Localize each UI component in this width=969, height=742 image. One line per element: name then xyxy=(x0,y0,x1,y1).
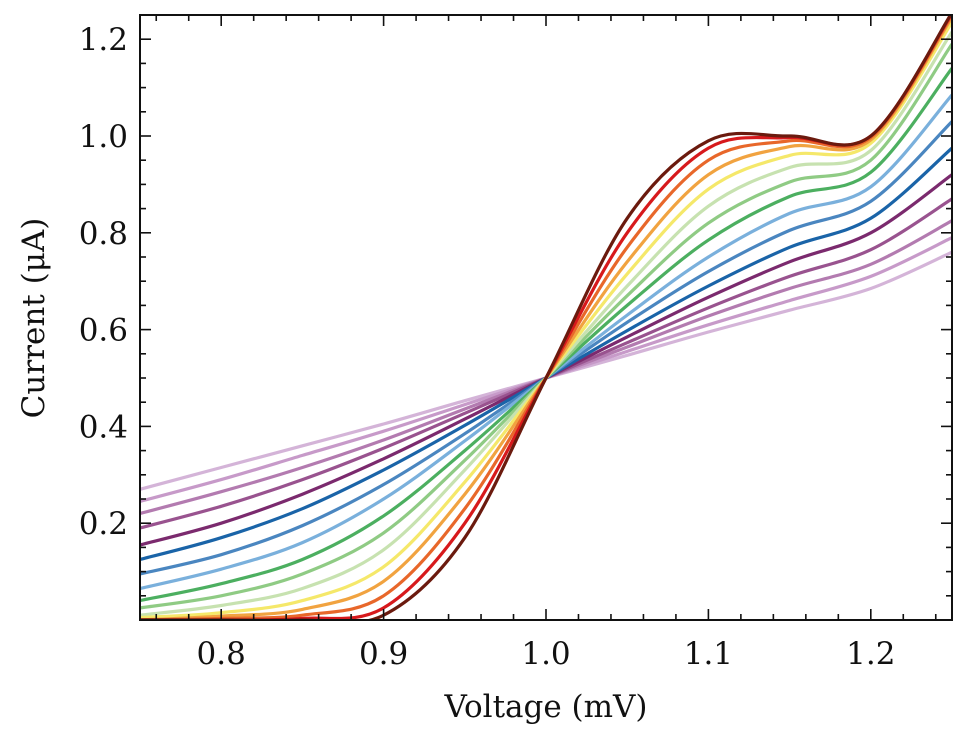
series-line-15 xyxy=(140,15,952,620)
x-tick-label: 1.0 xyxy=(521,636,570,672)
y-tick-label: 1.2 xyxy=(79,22,128,58)
series-line-12 xyxy=(140,21,952,620)
y-tick-label: 1.0 xyxy=(79,119,128,155)
x-tick-label: 1.1 xyxy=(684,636,733,672)
plot-frame xyxy=(139,14,953,621)
series-line-8 xyxy=(140,93,952,591)
y-tick-label: 0.8 xyxy=(79,216,128,252)
tick-label-layer: 0.8 0.9 1.0 1.1 1.2 0.2 0.4 0.6 0.8 1.0 1.2 xyxy=(79,22,896,672)
series-line-5 xyxy=(140,173,952,547)
x-tick-label: 0.8 xyxy=(197,636,246,672)
series-line-6 xyxy=(140,146,952,562)
series-line-16 xyxy=(140,15,952,620)
x-tick-label: 0.9 xyxy=(359,636,408,672)
tick-layer xyxy=(140,15,952,620)
series-line-14 xyxy=(140,15,952,620)
y-tick-label: 0.4 xyxy=(79,409,128,445)
y-axis-title: Current (μA) xyxy=(16,218,52,419)
y-tick-label: 0.2 xyxy=(79,506,128,542)
x-tick-label: 1.2 xyxy=(846,636,895,672)
series-layer xyxy=(140,15,952,620)
y-tick-label: 0.6 xyxy=(79,313,128,349)
series-line-11 xyxy=(140,30,952,617)
x-axis-title: Voltage (mV) xyxy=(443,689,647,725)
series-line-13 xyxy=(140,16,952,620)
